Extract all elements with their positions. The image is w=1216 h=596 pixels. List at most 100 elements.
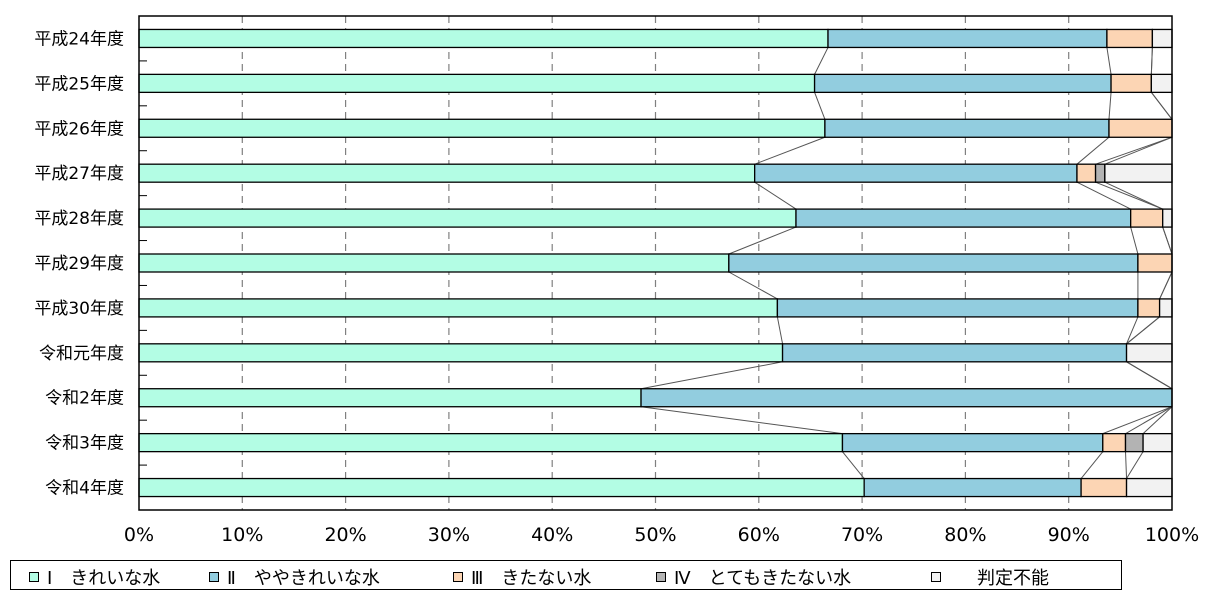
bar-segment — [1151, 28, 1173, 49]
legend-swatch — [29, 572, 39, 582]
legend-swatch — [656, 572, 666, 582]
x-tick-label: 80% — [944, 524, 986, 546]
bar-segment — [813, 73, 1112, 94]
series-connector-lines — [640, 47, 1173, 479]
bar-segment — [781, 343, 1128, 363]
bar-segment — [863, 477, 1082, 498]
category-label: 平成29年度 — [34, 254, 124, 274]
bar-segment — [1130, 208, 1164, 228]
series-connector — [1150, 92, 1173, 120]
x-tick-label: 40% — [531, 524, 573, 546]
bar-segment — [1080, 477, 1128, 498]
series-connector — [640, 361, 783, 390]
series-connector — [1076, 136, 1110, 165]
legend-swatch — [209, 572, 219, 582]
category-label: 令和4年度 — [45, 479, 124, 499]
bar-segment — [1104, 163, 1173, 183]
bar-segment — [138, 432, 844, 453]
legend-label: Ⅰ きれいな水 — [47, 568, 161, 589]
series-connector — [1104, 181, 1163, 210]
series-connector — [1104, 136, 1173, 165]
legend: Ⅰ きれいな水 Ⅱ ややきれいな水 Ⅲ きたない水 Ⅳ とてもきたない水 判定不能 — [10, 560, 1122, 590]
legend-item: Ⅰ きれいな水 — [29, 564, 160, 590]
legend-item: Ⅱ ややきれいな水 — [209, 564, 380, 590]
bar-segment — [1110, 73, 1152, 94]
bar-segment — [1094, 163, 1106, 183]
x-tick-label: 50% — [634, 524, 676, 546]
series-connector — [728, 226, 797, 255]
bar-segment — [1125, 343, 1173, 363]
bar-segment — [138, 253, 730, 273]
x-tick-label: 10% — [221, 524, 263, 546]
bar-segment — [824, 118, 1110, 138]
bar-segment — [138, 118, 826, 138]
bar-segment — [138, 388, 642, 408]
series-connector — [1095, 181, 1163, 210]
series-connector — [1102, 406, 1173, 435]
stacked-bar-chart: 平成24年度平成25年度平成26年度平成27年度平成28年度平成29年度平成30… — [34, 15, 1199, 546]
series-connector — [1080, 451, 1104, 479]
series-connector — [728, 271, 778, 300]
bar-segment — [754, 163, 1078, 183]
series-connector — [1130, 226, 1139, 255]
category-label: 平成30年度 — [34, 299, 124, 319]
bar-segment — [1102, 432, 1127, 453]
bar-segment — [1106, 28, 1154, 49]
x-tick-label: 30% — [428, 524, 470, 546]
legend-swatch — [453, 572, 463, 582]
series-connector — [1106, 47, 1112, 75]
bar-segment — [138, 73, 816, 94]
category-label: 平成24年度 — [34, 29, 124, 49]
x-tick-label: 0% — [124, 524, 154, 546]
x-tick-labels: 0% 10% 20% 30% 40% 50% 60% 70% 80% 90% 100% — [124, 524, 1199, 546]
bar-segment — [1162, 208, 1173, 228]
category-label: 平成26年度 — [34, 119, 124, 139]
bar-segment — [1108, 118, 1173, 138]
series-connector — [640, 406, 843, 435]
legend-label: Ⅲ きたない水 — [471, 568, 592, 589]
bar-segment — [1137, 253, 1173, 273]
bar-segment — [138, 163, 756, 183]
series-connector — [776, 316, 784, 344]
category-labels: 平成24年度平成25年度平成26年度平成27年度平成28年度平成29年度平成30… — [34, 29, 124, 498]
category-label: 令和3年度 — [45, 434, 124, 454]
bar-segment — [1076, 163, 1097, 183]
series-connector — [1125, 451, 1128, 479]
series-connector — [1126, 361, 1173, 390]
series-connector — [814, 47, 829, 75]
legend-label: 判定不能 — [977, 568, 1049, 589]
series-connector — [1126, 451, 1144, 479]
legend-item: 判定不能 — [931, 564, 1049, 590]
series-connector — [1142, 406, 1173, 435]
bar-segment — [138, 298, 779, 318]
series-connector — [1162, 226, 1173, 255]
bar-segment — [728, 253, 1139, 273]
bar-segment — [1158, 298, 1173, 318]
bar-segment — [1125, 477, 1173, 498]
bar-segment — [138, 343, 784, 363]
bar-segment — [827, 28, 1108, 49]
bar-segment — [795, 208, 1132, 228]
series-connector — [1095, 136, 1173, 165]
series-connector — [1108, 92, 1112, 120]
series-connector — [1126, 316, 1139, 345]
x-tick-label: 20% — [324, 524, 366, 546]
bar-segment — [1137, 298, 1161, 318]
legend-item: Ⅲ きたない水 — [453, 564, 591, 590]
category-label: 令和元年度 — [39, 344, 124, 364]
x-tick-label: 70% — [841, 524, 883, 546]
category-label: 平成25年度 — [34, 74, 124, 94]
legend-swatch — [931, 572, 941, 582]
category-label: 平成28年度 — [34, 209, 124, 229]
bar-segment — [138, 477, 865, 498]
bar-segment — [1142, 432, 1173, 453]
plot-frame — [138, 15, 1173, 511]
x-tick-label: 90% — [1048, 524, 1090, 546]
series-connector — [1126, 316, 1160, 345]
bar-segment — [776, 298, 1139, 318]
bar-segment — [640, 388, 1173, 408]
legend-item: Ⅳ とてもきたない水 — [656, 564, 851, 590]
series-connector — [754, 136, 826, 165]
series-connector — [1159, 271, 1173, 300]
x-tick-label: 100% — [1145, 524, 1199, 546]
